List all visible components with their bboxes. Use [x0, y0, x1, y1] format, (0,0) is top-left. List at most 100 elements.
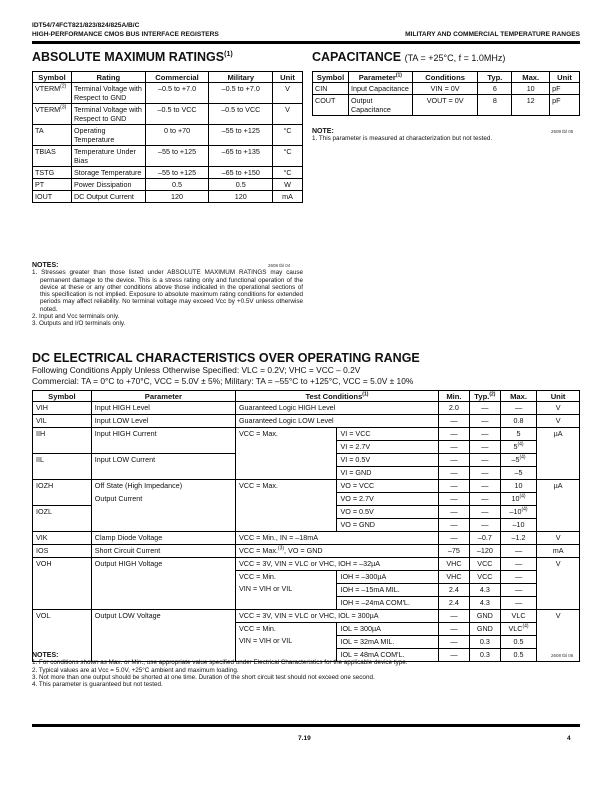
test-condition-cell: IOH = –15mA MIL. [336, 583, 439, 597]
typ-text: — [481, 455, 489, 464]
col-parameter: Parameter(1) [347, 71, 413, 83]
typ-text: 4.3 [479, 585, 490, 594]
unit-text: µA [553, 481, 563, 490]
unit-cell: µA [536, 479, 580, 532]
symbol-cell: IOUT [32, 190, 72, 203]
cond2-text: IOL = 32mA MIL. [340, 637, 395, 646]
cond-text: VCC = Max. [238, 546, 278, 555]
table-row: TA Operating Temperature 0 to +70 –55 to +1… [32, 124, 303, 146]
typ-cell: –0.7 [468, 531, 501, 545]
min-cell: — [437, 505, 470, 519]
note-4: 4. This parameter is guaranteed but not … [32, 681, 163, 689]
footer-rule [32, 724, 580, 727]
parameter-text: Short Circuit Current [94, 546, 161, 555]
test-condition-cell: VO = 0.5V [336, 505, 439, 519]
min-cell: VHC [437, 557, 470, 571]
typ-text: –0.7 [477, 533, 492, 542]
max-cell: 0.5 [499, 635, 538, 649]
dc-conditions-2: Commercial: TA = 0°C to +70°C, VCC = 5.0… [32, 376, 414, 386]
parameter-text: Input HIGH Current [94, 429, 157, 438]
dc-table-id: 2608 tbl 06 [551, 653, 574, 658]
unit-cell: °C [272, 166, 303, 179]
typ-cell: VCC [468, 557, 501, 571]
col-symbol: Symbol [312, 71, 349, 83]
typ-text: VCC [477, 559, 493, 568]
table-row: IIH Input HIGH Current VCC = Max. VI = VCC —… [32, 427, 580, 480]
abs-max-title-text: ABSOLUTE MAXIMUM RATINGS [32, 50, 225, 64]
parameter-cell: Input Capacitance [347, 82, 413, 95]
min-text: — [450, 494, 458, 503]
symbol-text: IIL [36, 455, 44, 464]
min-text: — [450, 468, 458, 477]
symbol-cell: VTERM(3) [32, 103, 72, 125]
note-3: 3. Outputs and I/O terminals only. [32, 320, 126, 328]
max-text: 10 [514, 481, 523, 490]
typ-cell: 6 [477, 82, 513, 95]
typ-text: — [481, 494, 489, 503]
dc-conditions-1: Following Conditions Apply Unless Otherw… [32, 365, 361, 375]
note-2: 2. Typical values are at Vcc = 5.0V, +25… [32, 666, 239, 674]
cond2-text: VI = GND [340, 468, 372, 477]
parameter-text: Output Current [94, 493, 143, 503]
unit-text: V [555, 403, 561, 412]
unit-cell: W [272, 178, 303, 191]
table-row: COUT Output Capacitance VOUT = 0V 8 12 pF [312, 94, 580, 116]
abs-max-notes: NOTES: 1. Stresses greater than those li… [32, 262, 303, 328]
parameter-cell: Output HIGH Voltage [90, 557, 236, 610]
col-parameter-sup: (1) [395, 72, 402, 79]
col-min: Min. [437, 390, 470, 402]
col-unit: Unit [536, 390, 580, 402]
typ-cell: — [468, 505, 501, 519]
max-cell: — [499, 557, 538, 571]
symbol-cell: IOZL [32, 505, 92, 532]
parameter-text: Output HIGH Voltage [94, 559, 163, 568]
test-condition-cell: VI = 0.5V [336, 453, 439, 467]
parameter-text: Clamp Diode Voltage [94, 533, 163, 542]
parameter-text: Off State (High Impedance) [94, 481, 183, 490]
test-condition-cell: VCC = Max. [234, 427, 338, 480]
table-row: IOL = 48mA COM'L. — 0.3 0.5 [33, 648, 580, 662]
max-text: — [514, 585, 523, 594]
typ-text: — [481, 507, 489, 516]
cond-text: VCC = 3V, VIN = VLC or VHC, IOH = –32µA [238, 559, 381, 568]
unit-cell: V [536, 401, 580, 415]
min-cell: 2.4 [437, 596, 470, 610]
table-row: VCC = Min. VIN = VIH or VIL IOL = 300µA — GN… [33, 622, 580, 662]
max-text: 0.5 [513, 637, 524, 646]
test-condition-cell: VCC = 3V, VIN = VLC or VHC, IOL = 300µA [234, 609, 439, 623]
unit-text: mA [552, 546, 564, 555]
table-row: VI = 2.7V — — 5(4) [33, 440, 580, 454]
symbol-text: VIL [36, 416, 47, 425]
unit-text: V [555, 533, 561, 542]
typ-text: — [481, 403, 489, 412]
symbol-text: IOZL [36, 507, 52, 516]
col-unit: Unit [549, 71, 580, 83]
cell-sup: (2) [60, 83, 67, 90]
commercial-cell: 0 to +70 [144, 124, 210, 146]
test-condition-cell: VO = VCC [336, 479, 439, 493]
min-cell: — [437, 466, 470, 480]
typ-text: — [481, 468, 489, 477]
max-sup: (4) [522, 623, 529, 630]
test-condition-cell: VCC = Min. VIN = VIH or VIL [234, 622, 338, 662]
cond2-text: IOL = 300µA [340, 624, 381, 633]
max-text: — [514, 546, 523, 555]
max-cell: –10(4) [499, 505, 538, 519]
min-cell: — [437, 479, 470, 493]
col-max: Max. [499, 390, 538, 402]
typ-text: — [481, 520, 489, 529]
typ-cell: — [468, 479, 501, 493]
max-sup: (4) [519, 493, 526, 500]
unit-cell: °C [272, 145, 303, 167]
typ-text: — [481, 429, 489, 438]
table-row: IOZH Off State (High Impedance) VCC = Max.… [32, 479, 580, 532]
max-cell: 0.5 [499, 648, 538, 662]
military-cell: –0.5 to VCC [208, 103, 274, 125]
typ-cell: VCC [468, 570, 501, 584]
table-row: VCC = Min. VIN = VIH or VIL IOH = –300µA VH… [33, 570, 580, 610]
temperature-range-label: MILITARY AND COMMERCIAL TEMPERATURE RANG… [405, 31, 580, 38]
max-cell: 5 [499, 427, 538, 441]
symbol-text: VIK [36, 533, 48, 542]
min-text: — [450, 416, 458, 425]
symbol-cell: IIL [32, 453, 92, 480]
